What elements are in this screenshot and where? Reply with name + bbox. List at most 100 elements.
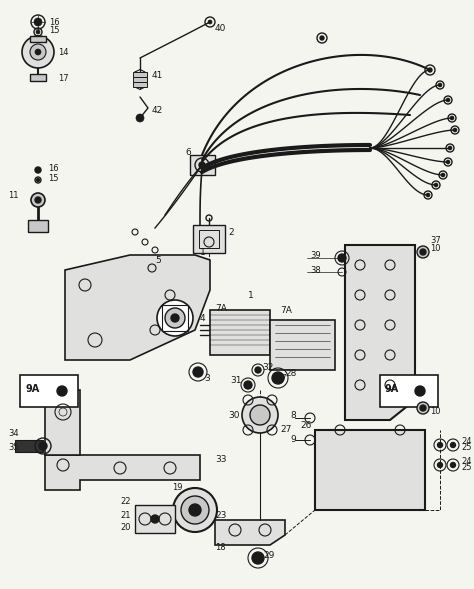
Text: 7: 7 (280, 373, 286, 382)
Bar (30, 74, 46, 81)
Text: 10: 10 (430, 408, 440, 416)
Text: 37: 37 (430, 236, 441, 244)
Circle shape (30, 44, 46, 60)
Circle shape (428, 68, 432, 72)
Text: 1: 1 (200, 247, 206, 256)
Circle shape (199, 162, 205, 168)
Text: 11: 11 (8, 190, 18, 200)
Text: 9A: 9A (25, 384, 39, 394)
Text: 19: 19 (172, 484, 182, 492)
Text: 31: 31 (230, 376, 241, 385)
Circle shape (208, 20, 212, 24)
Bar (20, 375, 78, 407)
Text: 25: 25 (461, 464, 472, 472)
Bar (270, 320, 335, 370)
Text: 20: 20 (120, 522, 130, 531)
Text: 1: 1 (248, 290, 254, 299)
Text: 22: 22 (120, 498, 130, 507)
Text: 28: 28 (285, 369, 296, 378)
Polygon shape (45, 455, 200, 490)
Text: 29: 29 (263, 551, 274, 560)
Text: 2: 2 (228, 227, 234, 237)
Polygon shape (65, 255, 210, 360)
Circle shape (39, 442, 47, 450)
Circle shape (35, 49, 41, 55)
Circle shape (450, 442, 456, 448)
Polygon shape (45, 390, 80, 455)
Circle shape (57, 386, 67, 396)
Circle shape (434, 183, 438, 187)
Circle shape (151, 515, 159, 523)
Text: 32: 32 (262, 362, 273, 372)
Circle shape (173, 488, 217, 532)
Circle shape (181, 496, 209, 524)
Circle shape (31, 193, 45, 207)
Circle shape (448, 147, 452, 150)
Circle shape (272, 372, 284, 384)
Text: 39: 39 (310, 250, 320, 260)
Circle shape (157, 300, 193, 336)
Circle shape (255, 367, 261, 373)
Circle shape (427, 193, 429, 197)
Text: 24: 24 (461, 438, 472, 446)
Text: 8: 8 (290, 411, 296, 419)
Circle shape (441, 173, 445, 177)
Circle shape (454, 128, 456, 131)
Polygon shape (215, 520, 285, 545)
Circle shape (34, 18, 42, 26)
Bar (162, 305, 188, 331)
Bar (30, 36, 46, 42)
Text: 21: 21 (120, 511, 130, 519)
Text: 7A: 7A (280, 306, 292, 315)
Bar (133, 82, 147, 87)
Text: 16: 16 (48, 164, 59, 173)
Text: 14: 14 (58, 48, 69, 57)
Circle shape (36, 178, 39, 181)
Circle shape (36, 30, 40, 34)
Circle shape (171, 314, 179, 322)
Text: 27: 27 (280, 425, 292, 435)
Text: 4: 4 (200, 313, 206, 323)
Bar (15, 440, 43, 452)
Text: 23: 23 (215, 511, 227, 519)
Circle shape (450, 462, 456, 468)
Text: 24: 24 (461, 458, 472, 466)
Text: 26: 26 (300, 421, 311, 429)
Circle shape (244, 381, 252, 389)
Circle shape (417, 246, 429, 258)
Circle shape (242, 397, 278, 433)
Text: 15: 15 (48, 174, 58, 183)
Text: 25: 25 (461, 444, 472, 452)
Text: 5: 5 (155, 256, 161, 264)
Circle shape (338, 254, 346, 262)
Bar (315, 430, 425, 510)
Circle shape (447, 160, 450, 164)
Text: 33: 33 (215, 455, 227, 465)
Text: 41: 41 (152, 71, 164, 80)
Bar (28, 220, 48, 232)
Text: 35: 35 (8, 444, 18, 452)
Bar (133, 72, 147, 77)
Circle shape (252, 552, 264, 564)
Circle shape (136, 114, 144, 122)
Text: 9A: 9A (385, 384, 399, 394)
Text: 15: 15 (49, 25, 60, 35)
Bar (380, 375, 438, 407)
Circle shape (438, 442, 443, 448)
Circle shape (22, 36, 54, 68)
Circle shape (417, 402, 429, 414)
Circle shape (447, 98, 450, 101)
Circle shape (35, 167, 41, 173)
Circle shape (35, 197, 41, 203)
Circle shape (438, 462, 443, 468)
Circle shape (420, 249, 426, 255)
Text: 38: 38 (310, 266, 321, 274)
Bar (193, 225, 225, 253)
Bar (135, 505, 175, 533)
Text: 42: 42 (152, 105, 163, 114)
Text: 10: 10 (430, 243, 440, 253)
Polygon shape (190, 155, 215, 175)
Circle shape (165, 308, 185, 328)
Text: 30: 30 (228, 411, 239, 419)
Circle shape (420, 405, 426, 411)
